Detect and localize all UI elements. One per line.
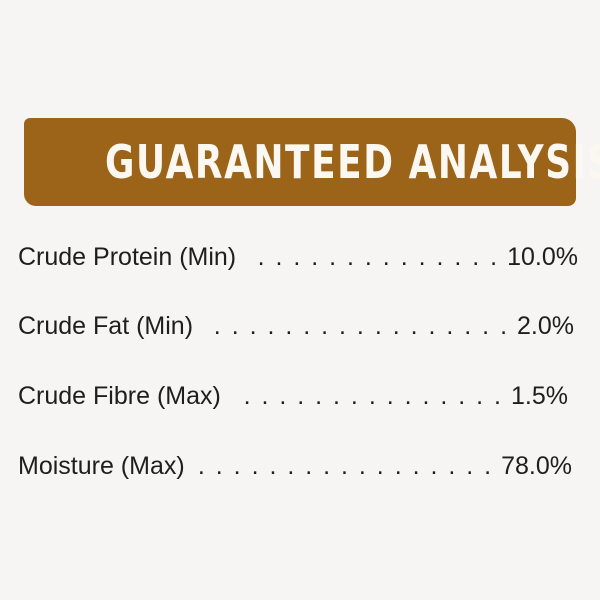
leader-dots: . . . . . . . . . . . . . . . . . (197, 452, 494, 480)
row-value: 10.0% (507, 243, 578, 271)
page-title: GUARANTEED ANALYSIS (105, 135, 600, 189)
analysis-row: Moisture (Max) . . . . . . . . . . . . .… (18, 449, 572, 483)
analysis-row: Crude Fibre (Max) . . . . . . . . . . . … (18, 379, 568, 413)
row-label: Crude Fibre (Max) (18, 382, 221, 410)
analysis-row: Crude Fat (Min) . . . . . . . . . . . . … (18, 309, 574, 343)
row-value: 1.5% (511, 382, 568, 410)
row-label: Crude Fat (Min) (18, 312, 194, 340)
row-label: Crude Protein (Min) (18, 243, 237, 271)
row-value: 2.0% (517, 312, 574, 340)
analysis-row: Crude Protein (Min) . . . . . . . . . . … (18, 240, 578, 274)
row-label: Moisture (Max) (18, 452, 185, 480)
leader-dots: . . . . . . . . . . . . . . . . . (213, 312, 510, 340)
leader-dots: . . . . . . . . . . . . . . (257, 243, 500, 271)
leader-dots: . . . . . . . . . . . . . . . (243, 382, 504, 410)
row-value: 78.0% (501, 452, 572, 480)
title-banner (24, 118, 576, 206)
